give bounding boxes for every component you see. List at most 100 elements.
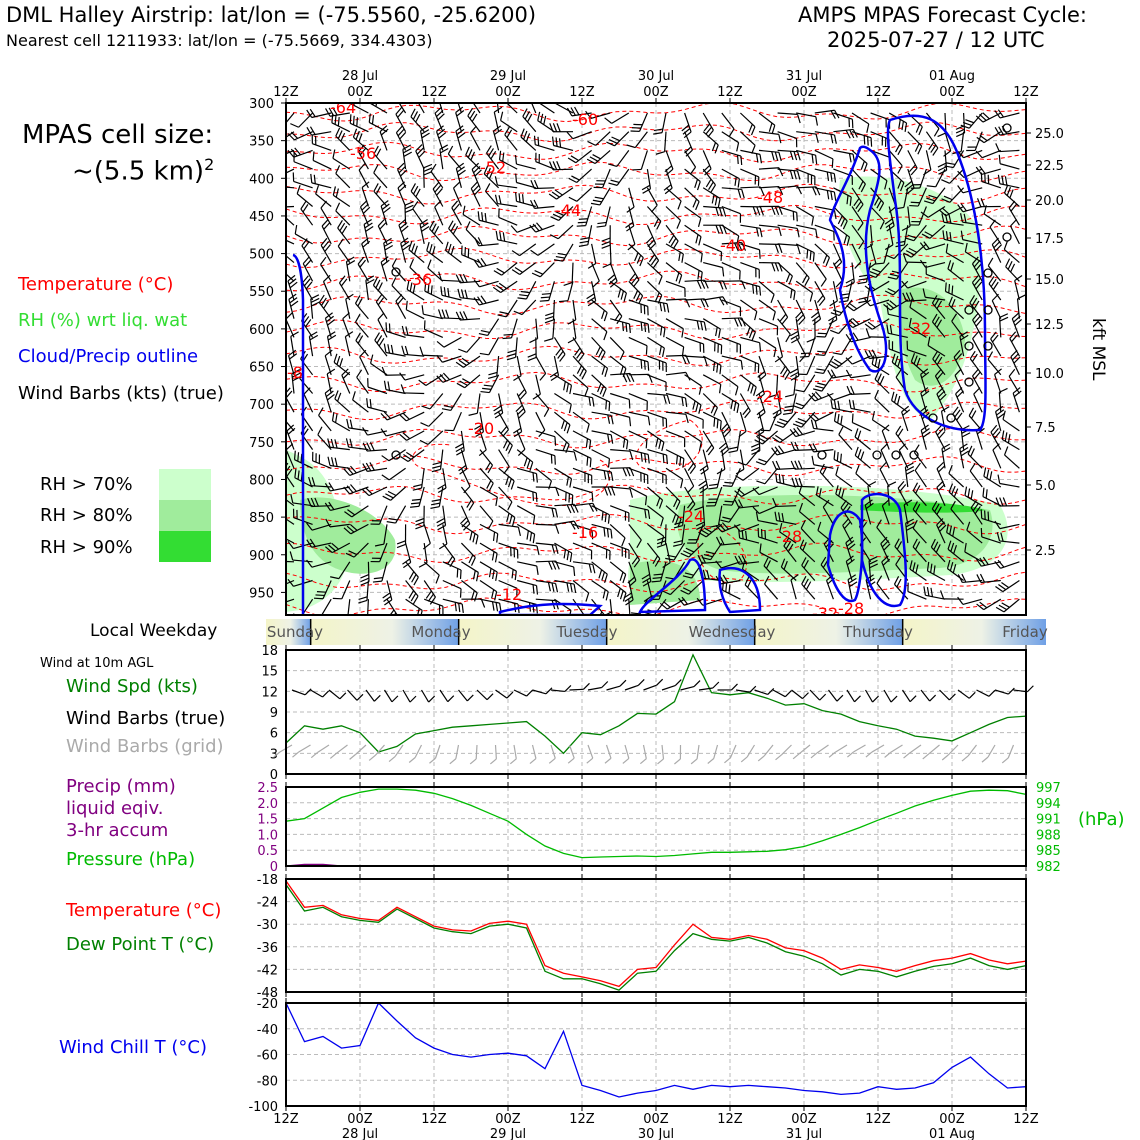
wind-barb-flag (1003, 184, 1009, 194)
wind-barb-flag (275, 123, 284, 126)
wind-barb-flag (963, 213, 967, 223)
wind-barb-staff (814, 224, 834, 233)
wind-barb-staff (963, 149, 983, 159)
wind-barb-staff (383, 689, 393, 703)
wind-barb (467, 107, 481, 133)
wind-barb-flag (937, 166, 947, 172)
wind-barb-flag (538, 93, 540, 102)
wind-barbs-grid-label: Wind Barbs (grid) (66, 736, 224, 757)
wind-barb-staff (335, 173, 351, 189)
wind-barb-flag (456, 166, 465, 173)
wind-barb-flag (663, 184, 672, 191)
wind-barb-staff (890, 744, 903, 753)
wind-barb-flag (887, 276, 897, 280)
wind-barb-flag (957, 170, 965, 178)
wind-barb-flag (1005, 258, 1011, 268)
pressure-tick-label: 650 (249, 361, 274, 376)
wind-barb-flag (462, 273, 468, 283)
wind-barb (884, 206, 895, 232)
wind-barb-flag (639, 758, 647, 765)
wind-barb (663, 168, 673, 195)
wind-barb-flag (672, 240, 679, 250)
wind-barb (740, 280, 762, 296)
wind-barb-staff (944, 112, 947, 134)
wind-barb-flag (758, 249, 761, 259)
wind-barb-flag (639, 257, 644, 267)
wind-barb (533, 135, 555, 151)
wind-barb-flag (398, 184, 407, 192)
wind-barb-flag (279, 527, 280, 536)
wind-barb-flag (400, 225, 409, 233)
wind-barb-staff (505, 103, 518, 114)
time-tick-label: 12Z (421, 1112, 447, 1127)
wind-barb-flag (530, 249, 539, 256)
wind-barb-flag (524, 111, 531, 120)
wind-barb-staff (888, 225, 894, 245)
wind-barb-staff (434, 206, 444, 226)
wind-barb-flag (313, 174, 316, 184)
time-tick-label: 12Z (865, 85, 891, 100)
wind-barb-flag (313, 597, 324, 600)
wind-barb-staff (758, 280, 775, 295)
grid-wind-barb (622, 744, 630, 764)
wind-barb (587, 131, 611, 146)
wind-barb-staff (494, 744, 497, 760)
wind-barb (777, 149, 801, 161)
wind-barb-flag (408, 241, 413, 250)
wind-barb-flag (989, 219, 996, 228)
wind-barb-flag (331, 113, 334, 123)
wind-barb (286, 131, 295, 138)
date-label: 01 Aug (929, 69, 975, 84)
y-tick-label: 2.5 (257, 781, 278, 796)
wind-barb (511, 243, 537, 257)
wind-barb-flag (675, 272, 680, 282)
wind-barb-flag (434, 184, 442, 193)
wind-barb-staff (455, 744, 460, 759)
wind-barb-flag (306, 127, 313, 136)
wind-barb-staff (901, 689, 911, 703)
wind-barb-flag (929, 694, 937, 702)
wind-barb (553, 243, 574, 262)
wind-barb-flag (696, 181, 701, 191)
wind-barb-flag (528, 88, 535, 94)
wind-barb (494, 176, 518, 189)
wind-barb-flag (928, 141, 935, 150)
pressure-tick-label: 988 (1036, 828, 1061, 843)
wind-barb (287, 147, 313, 158)
wind-barb-flag (901, 121, 905, 131)
wind-barb-flag (383, 237, 392, 244)
wind-barb-flag (400, 237, 409, 244)
wind-barb-flag (606, 141, 615, 147)
wind-barb (758, 243, 783, 254)
wind-barb-flag (728, 128, 735, 137)
wind-barb-flag (334, 115, 337, 125)
wind-barb-flag (812, 252, 815, 262)
wind-barb-flag (290, 131, 299, 139)
wind-barb (703, 205, 727, 217)
wind-barb-flag (359, 147, 367, 156)
height-tick-label: 12.5 (1035, 318, 1064, 333)
wind-barb-flag (793, 151, 798, 161)
wind-barb (410, 183, 425, 207)
wind-barb-flag (847, 751, 854, 758)
wind-barb-staff (981, 149, 1002, 159)
wind-barb-flag (356, 117, 359, 127)
wind-barb-flag (863, 163, 868, 173)
wind-barb-staff (398, 103, 407, 114)
wind-barb-flag (467, 149, 473, 158)
wind-barb-flag (552, 123, 558, 132)
wind-barb (554, 103, 574, 114)
wind-barb-flag (879, 220, 885, 230)
wind-barb-flag (534, 270, 544, 275)
wind-barb-flag (323, 222, 331, 230)
wind-barb-flag (518, 193, 521, 203)
wind-barb-flag (914, 143, 920, 152)
wind-barb-flag (629, 616, 638, 617)
wind-barb-flag (657, 758, 664, 765)
wind-barb-flag (399, 222, 408, 229)
wind-barb-staff (703, 262, 723, 269)
wind-barb-staff (814, 262, 827, 280)
weekday-label: Local Weekday (90, 621, 218, 641)
wind-barb-flag (700, 271, 703, 282)
wind-barb-flag (377, 218, 385, 227)
